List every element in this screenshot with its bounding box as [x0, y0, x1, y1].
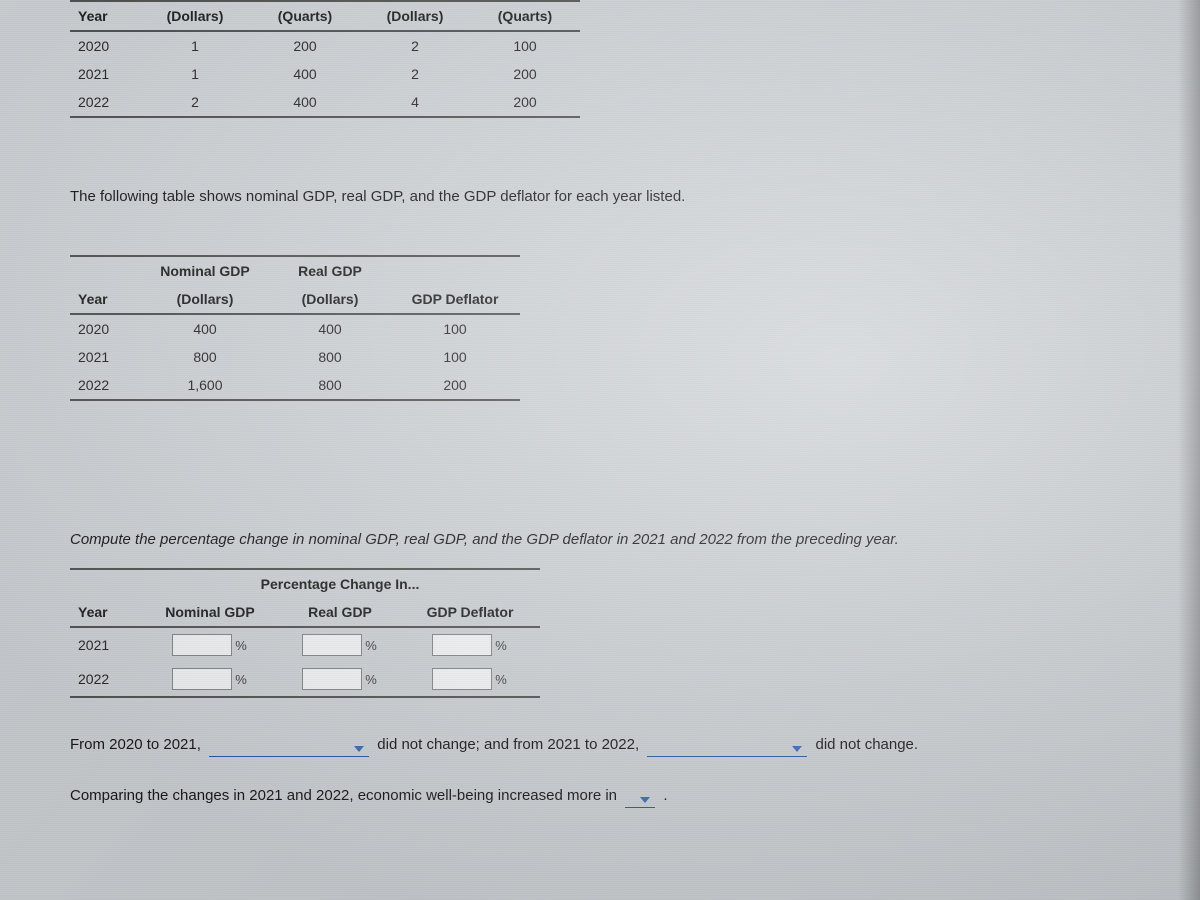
t3-h-year: Year	[70, 598, 140, 627]
t1-h-dollars2: (Dollars)	[360, 1, 470, 31]
real-2021-input[interactable]	[302, 634, 362, 656]
t2-h-nominal: Nominal GDP	[140, 256, 270, 285]
nominal-2022-input[interactable]	[172, 668, 232, 690]
t3-h-span: Percentage Change In...	[140, 569, 540, 598]
real-2022-input[interactable]	[302, 668, 362, 690]
nominal-2021-input[interactable]	[172, 634, 232, 656]
deflator-2022-input[interactable]	[432, 668, 492, 690]
t2-h-real: Real GDP	[270, 256, 390, 285]
table-row: 2021 1 400 2 200	[70, 60, 580, 88]
chevron-down-icon	[791, 743, 803, 755]
t2-h-year: Year	[70, 285, 140, 314]
t1-h-quarts2: (Quarts)	[470, 1, 580, 31]
t3-h-nominal: Nominal GDP	[140, 598, 280, 627]
price-quantity-table: Year (Dollars) (Quarts) (Dollars) (Quart…	[70, 0, 580, 118]
t1-h-year: Year	[70, 1, 140, 31]
deflator-2021-input[interactable]	[432, 634, 492, 656]
pct-sign: %	[234, 638, 248, 653]
t1-h-quarts1: (Quarts)	[250, 1, 360, 31]
fill-blank-sentence-1: From 2020 to 2021, did not change; and f…	[70, 728, 1160, 761]
percentage-change-table: Percentage Change In... Year Nominal GDP…	[70, 568, 540, 698]
dropdown-wellbeing-year[interactable]	[625, 794, 655, 808]
chevron-down-icon	[353, 743, 365, 755]
chevron-down-icon	[639, 794, 651, 806]
t1-h-dollars1: (Dollars)	[140, 1, 250, 31]
dropdown-2021-2022[interactable]	[647, 743, 807, 757]
table-row: 2020 1 200 2 100	[70, 31, 580, 60]
dropdown-2020-2021[interactable]	[209, 743, 369, 757]
table-row: 2022 2 400 4 200	[70, 88, 580, 117]
gdp-table-intro: The following table shows nominal GDP, r…	[70, 188, 1160, 205]
table-row: 2022 1,600 800 200	[70, 371, 520, 400]
table-row: 2021 800 800 100	[70, 343, 520, 371]
table-row: 2021 % % %	[70, 627, 540, 662]
gdp-table: Nominal GDP Real GDP Year (Dollars) (Dol…	[70, 255, 520, 401]
t2-h-deflator: GDP Deflator	[390, 285, 520, 314]
table-row: 2020 400 400 100	[70, 314, 520, 343]
percentage-change-prompt: Compute the percentage change in nominal…	[70, 531, 1160, 548]
fill-blank-sentence-2: Comparing the changes in 2021 and 2022, …	[70, 779, 1160, 812]
t3-h-deflator: GDP Deflator	[400, 598, 540, 627]
t3-h-real: Real GDP	[280, 598, 400, 627]
table-row: 2022 % % %	[70, 662, 540, 697]
